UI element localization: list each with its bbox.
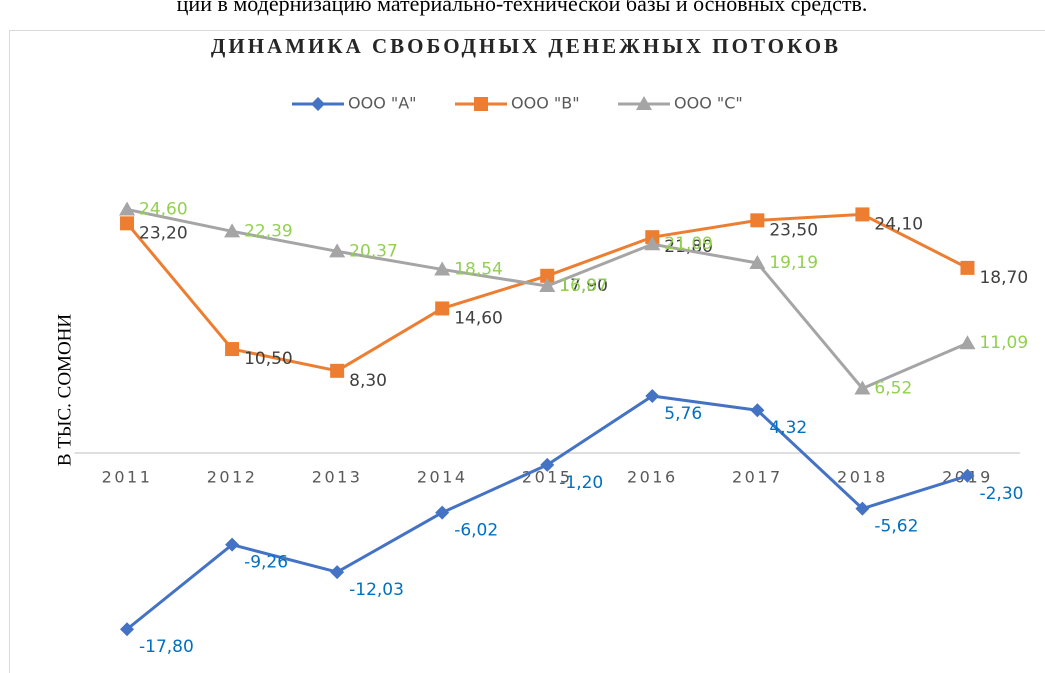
data-point	[854, 380, 871, 395]
data-point	[435, 301, 450, 316]
data-label: 23,20	[139, 223, 188, 243]
data-label: -17,80	[139, 637, 194, 657]
data-label: 18,54	[454, 259, 503, 279]
data-point	[750, 213, 765, 228]
data-point	[225, 342, 240, 357]
data-label: 23,50	[769, 220, 818, 240]
data-label: 6,52	[874, 378, 912, 398]
data-label: 22,39	[244, 221, 293, 241]
data-point	[120, 622, 135, 637]
data-label: 10,50	[244, 349, 293, 369]
data-point	[434, 261, 451, 276]
data-point	[540, 457, 555, 472]
data-point	[855, 501, 870, 516]
data-point	[960, 260, 975, 275]
data-label: -6,02	[454, 521, 498, 541]
legend-label: ООО "С"	[674, 94, 743, 113]
page-heading: ций в модернизацию материально-техническ…	[177, 0, 868, 16]
data-point	[644, 236, 661, 251]
legend-marker	[311, 97, 325, 111]
legend-marker	[636, 96, 652, 110]
data-point	[225, 537, 240, 552]
legend-label: ООО "А"	[348, 94, 417, 113]
data-point	[749, 255, 766, 270]
data-label: 5,76	[664, 404, 702, 424]
data-point	[960, 468, 975, 483]
data-label: 24,10	[874, 214, 923, 234]
data-label: -12,03	[349, 580, 404, 600]
data-point	[330, 565, 345, 580]
legend-marker	[474, 97, 488, 111]
data-point	[539, 277, 556, 292]
data-point	[330, 363, 345, 378]
data-label: 18,70	[979, 268, 1028, 288]
data-point	[959, 335, 976, 350]
y-axis-label: В ТЫС. СОМОНИ	[54, 314, 75, 467]
chart-title: ДИНАМИКА СВОБОДНЫХ ДЕНЕЖНЫХ ПОТОКОВ	[211, 34, 841, 58]
data-label: 11,09	[979, 333, 1028, 353]
data-point	[120, 216, 135, 231]
data-label: 21,09	[664, 234, 713, 254]
x-tick-label: 2018	[837, 468, 888, 487]
data-label: -9,26	[244, 553, 288, 573]
data-label: -1,20	[559, 473, 603, 493]
x-tick-label: 2016	[627, 468, 678, 487]
data-label: 16,87	[559, 276, 608, 296]
x-tick-label: 2012	[207, 468, 258, 487]
data-point	[540, 268, 555, 283]
data-label: 17,90	[559, 276, 608, 296]
data-label: 19,19	[769, 253, 818, 273]
x-tick-label: 2017	[732, 468, 783, 487]
data-label: -5,62	[874, 517, 918, 537]
legend-label: ООО "В"	[511, 94, 580, 113]
data-point	[645, 388, 660, 403]
x-tick-label: 2013	[312, 468, 363, 487]
data-point	[855, 207, 870, 222]
data-label: 24,60	[139, 199, 188, 219]
x-tick-label: 2014	[417, 468, 468, 487]
data-point	[119, 201, 136, 216]
chart-border	[9, 30, 1045, 673]
data-label: 14,60	[454, 308, 503, 328]
data-label: 8,30	[349, 371, 387, 391]
data-label: 20,37	[349, 241, 398, 261]
data-label: 4,32	[769, 418, 807, 438]
x-tick-label: 2011	[102, 468, 153, 487]
data-label: -2,30	[979, 484, 1023, 504]
data-point	[329, 243, 346, 258]
series-line	[126, 394, 968, 631]
data-point	[435, 505, 450, 520]
data-point	[224, 223, 241, 238]
data-point	[750, 403, 765, 418]
